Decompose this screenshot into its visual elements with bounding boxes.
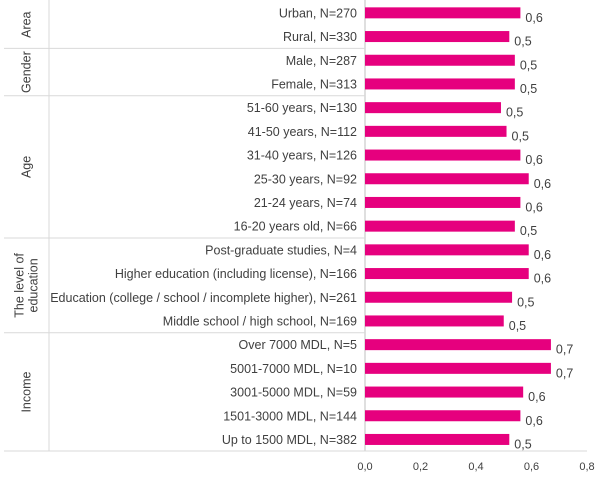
group-label: education [26, 258, 40, 312]
bar [365, 268, 529, 280]
group-label: Area [19, 11, 33, 37]
category-label: Middle school / high school, N=169 [163, 314, 357, 328]
category-label: Education (college / school / incomplete… [50, 291, 357, 305]
data-label: 0,6 [525, 153, 542, 167]
category-label: 41-50 years, N=112 [248, 125, 357, 139]
bar [365, 125, 507, 137]
bar [365, 244, 529, 256]
data-label: 0,5 [506, 106, 523, 120]
category-label: 21-24 years, N=74 [254, 196, 357, 210]
category-label: 16-20 years old, N=66 [234, 220, 357, 234]
category-label: Urban, N=270 [279, 6, 357, 20]
data-label: 0,7 [556, 366, 573, 380]
bar [365, 31, 510, 43]
category-label: Female, N=313 [271, 77, 357, 91]
category-label: 5001-7000 MDL, N=10 [230, 362, 357, 376]
bar [365, 433, 510, 445]
category-label: Up to 1500 MDL, N=382 [222, 433, 357, 447]
group-label: Gender [19, 51, 33, 93]
data-label: 0,5 [512, 129, 529, 143]
bar [365, 196, 521, 208]
data-label: 0,5 [514, 437, 531, 451]
bar [365, 173, 529, 185]
data-label: 0,7 [556, 343, 573, 357]
data-label: 0,5 [517, 295, 534, 309]
bar [365, 149, 521, 161]
data-label: 0,5 [520, 82, 537, 96]
bar [365, 220, 515, 232]
category-label: 31-40 years, N=126 [247, 149, 357, 163]
category-label: Higher education (including license), N=… [115, 267, 357, 281]
data-label: 0,6 [534, 248, 551, 262]
bar [365, 54, 515, 66]
bar [365, 78, 515, 90]
bar [365, 315, 504, 327]
category-label: 3001-5000 MDL, N=59 [230, 386, 357, 400]
bar [365, 7, 521, 19]
category-label: 1501-3000 MDL, N=144 [223, 409, 357, 423]
data-label: 0,6 [525, 200, 542, 214]
data-label: 0,5 [520, 224, 537, 238]
x-tick-label: 0,6 [524, 461, 539, 473]
group-label: The level of [12, 253, 26, 318]
bar [365, 386, 524, 398]
data-label: 0,6 [534, 177, 551, 191]
x-tick-label: 0,8 [579, 461, 594, 473]
bar [365, 362, 551, 374]
x-tick-label: 0,4 [468, 461, 483, 473]
category-label: 51-60 years, N=130 [247, 101, 357, 115]
x-tick-label: 0,0 [357, 461, 372, 473]
category-label: 25-30 years, N=92 [254, 172, 357, 186]
data-label: 0,6 [525, 414, 542, 428]
data-label: 0,6 [534, 272, 551, 286]
data-label: 0,6 [528, 390, 545, 404]
bar [365, 102, 501, 114]
group-label: Income [19, 372, 33, 413]
category-label: Rural, N=330 [283, 30, 357, 44]
data-label: 0,5 [509, 319, 526, 333]
bar [365, 291, 513, 303]
group-label: Age [19, 156, 33, 178]
category-label: Over 7000 MDL, N=5 [239, 338, 358, 352]
bar [365, 339, 551, 351]
data-label: 0,5 [514, 35, 531, 49]
category-label: Male, N=287 [286, 54, 357, 68]
x-tick-label: 0,2 [413, 461, 428, 473]
category-label: Post-graduate studies, N=4 [205, 243, 357, 257]
data-label: 0,6 [525, 11, 542, 25]
data-label: 0,5 [520, 58, 537, 72]
bar [365, 410, 521, 422]
